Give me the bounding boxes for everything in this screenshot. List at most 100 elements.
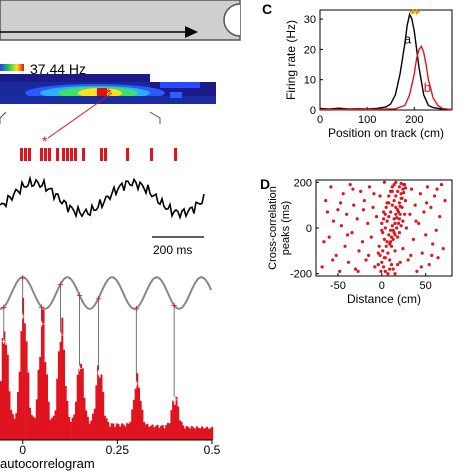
autocorr-bar [49,419,52,440]
autocorr-bar [37,369,40,440]
autocorr-bar [199,428,202,440]
spike-tick [82,148,85,161]
fit-peak-marker: + [1,302,7,314]
scatter-point [389,235,394,239]
scatter-point [431,242,435,246]
panel-c-chart: 0 100 200 0 10 20 30 Position on track (cm) Firi… [284,9,453,140]
scatter-point [413,203,417,207]
spike-tick [48,148,51,161]
scatter-point [403,186,408,190]
zoom-connector [0,111,161,124]
scatter-point [324,199,328,203]
scatter-point [391,267,395,271]
scatter-point [404,226,408,230]
autocorr-bar [35,399,38,440]
autocorr-bar [81,368,84,440]
scatter-point [398,260,402,264]
autocorr-bar [52,415,55,440]
bar-peak-marker: + [133,379,139,391]
autocorr-bar [34,418,37,440]
scatter-point [360,240,365,244]
panel-d-ylabel-line: peaks (ms) [280,201,292,255]
scatter-point [401,219,405,223]
spike-tick [24,148,27,161]
autocorr-xtick-label: 0.5 [204,443,221,457]
panel-d-chart: -50 0 50 -200 0 200 Distance (cm) Cross-correla… [267,177,453,306]
spike-tick [74,148,77,161]
panel-c-xtick-label: 100 [358,114,376,126]
spike-tick [174,148,177,161]
scatter-point [394,212,398,216]
scatter-point [392,217,396,221]
scatter-point [383,226,387,230]
autocorr-bar [100,374,103,440]
scatter-point [343,244,347,248]
scatter-point [415,269,419,273]
scatter-point [350,231,354,235]
autocorr-xlabel: autocorrelogram [0,456,95,471]
autocorr-bar [25,341,28,440]
scatter-point [390,224,394,228]
autocorr-bar [131,409,134,440]
direction-arrow-icon [185,26,198,38]
autocorr-bar [197,427,200,440]
autocorr-bar [115,423,118,440]
panel-c-ytick-label: 20 [304,44,316,56]
scatter-point [408,212,412,216]
scatter-point [396,221,401,225]
autocorr-bar [201,426,203,440]
scatter-point [432,194,437,198]
autocorr-bar [92,413,94,440]
scatter-point [410,187,414,191]
autocorr-bar [69,421,72,440]
scatter-point [402,183,406,187]
autocorr-bar [158,427,161,440]
scatter-point [386,251,390,255]
autocorr-bar [0,381,2,440]
scatter-point [382,210,386,214]
spike-raster [20,148,177,161]
scatter-point [389,263,394,267]
autocorr-bar [11,414,14,440]
autocorr-bar [20,331,23,440]
autocorr-bar [209,428,212,440]
scatter-point [327,235,331,239]
scatter-point [373,265,377,269]
autocorr-bar [134,388,137,440]
track-schematic [0,0,241,41]
autocorr-bar [187,427,190,440]
scatter-point [380,221,384,225]
autocorr-bar [63,349,65,440]
autocorr-bar [109,426,111,440]
scatter-point [397,217,401,221]
scatter-point [331,219,336,223]
fit-peak-marker: + [133,303,139,315]
autocorr-bar [66,400,69,440]
scatter-point [377,244,381,248]
autocorr-bar [6,354,9,440]
scatter-point [417,221,421,225]
scatter-point [386,272,390,276]
scatter-point [406,258,410,262]
autocorr-bar [112,423,115,440]
scatter-point [436,256,440,260]
scatter-point [379,269,383,273]
autocorr-bar [175,396,178,440]
scatter-point [419,265,423,269]
autocorr-bar [22,297,25,440]
autocorr-bar [46,374,48,440]
scatter-point [320,265,324,269]
scatter-point [411,237,415,241]
max-rate-label: 37.44 Hz [30,61,86,77]
panel-d-xtick-label: -50 [330,280,346,292]
scatter-point [398,212,402,216]
scatter-point [396,235,400,239]
scatter-point [359,189,363,193]
scatter-point [399,181,403,185]
autocorr-bar [182,425,185,440]
scatter-point [425,185,429,189]
scatter-point [322,240,326,244]
scatter-point [380,260,384,264]
autocorr-bar [122,424,125,440]
